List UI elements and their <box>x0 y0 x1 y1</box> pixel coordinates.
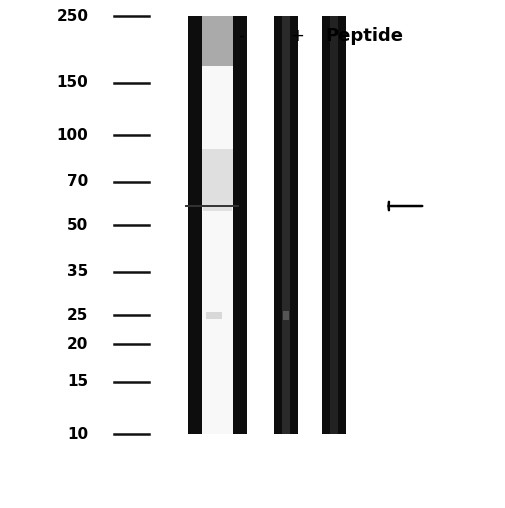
Bar <box>206 312 221 319</box>
Bar <box>321 16 345 434</box>
Text: 50: 50 <box>67 218 88 233</box>
Bar <box>203 202 231 211</box>
Text: 35: 35 <box>67 264 88 279</box>
Bar <box>330 16 337 434</box>
Text: Peptide: Peptide <box>325 26 402 45</box>
Text: 150: 150 <box>57 75 88 90</box>
Text: 15: 15 <box>67 374 88 389</box>
Bar <box>202 149 232 206</box>
Bar <box>202 16 232 434</box>
Bar <box>232 16 246 434</box>
Bar <box>281 16 289 434</box>
Text: +: + <box>290 26 304 45</box>
Text: 25: 25 <box>67 308 88 323</box>
Bar <box>188 16 202 434</box>
Text: 250: 250 <box>57 9 88 24</box>
Text: 70: 70 <box>67 174 88 189</box>
Bar <box>282 311 288 320</box>
Text: 20: 20 <box>67 337 88 352</box>
Text: -: - <box>237 26 243 45</box>
Bar <box>273 16 297 434</box>
Text: 10: 10 <box>67 427 88 442</box>
Bar <box>202 16 232 67</box>
Text: 100: 100 <box>57 128 88 143</box>
